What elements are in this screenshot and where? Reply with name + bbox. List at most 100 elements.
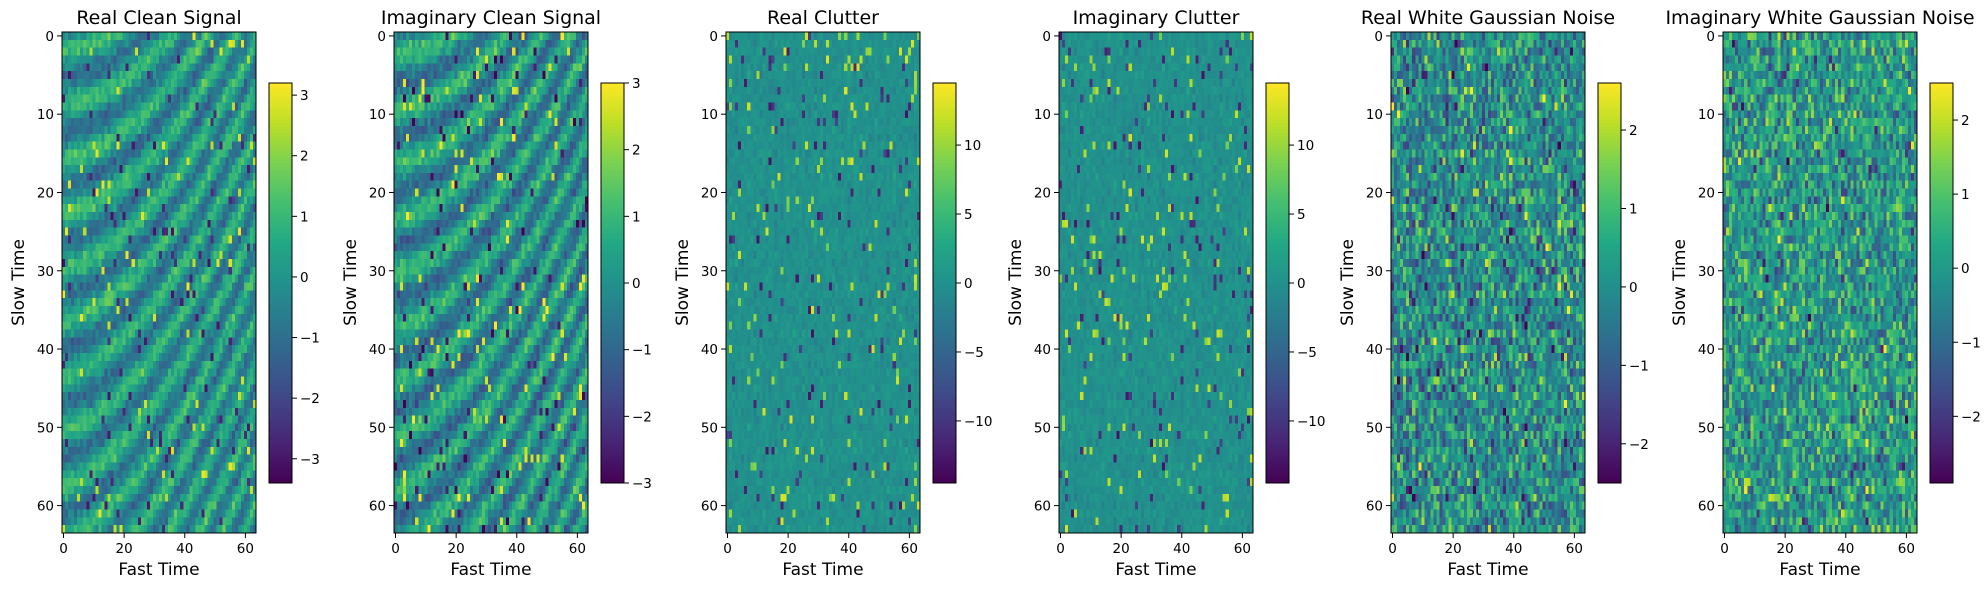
heatmap-cell bbox=[584, 71, 589, 80]
heatmap-cell bbox=[137, 196, 142, 205]
heatmap-cell bbox=[566, 39, 571, 49]
heatmap-cell bbox=[152, 32, 157, 41]
heatmap-cell bbox=[186, 345, 190, 354]
heatmap-cell bbox=[146, 149, 151, 158]
heatmap-cell bbox=[149, 282, 154, 291]
heatmap-cell bbox=[204, 305, 208, 315]
heatmap-cell bbox=[149, 462, 154, 471]
heatmap-cell bbox=[165, 110, 169, 119]
heatmap-cell bbox=[478, 55, 483, 64]
heatmap-cell bbox=[122, 259, 127, 268]
heatmap-cell bbox=[186, 47, 190, 56]
heatmap-cell bbox=[177, 525, 181, 534]
heatmap-cell bbox=[397, 63, 401, 72]
heatmap-cell bbox=[83, 290, 87, 299]
heatmap-cell bbox=[80, 102, 84, 111]
heatmap-cell bbox=[240, 282, 245, 291]
heatmap-cell bbox=[228, 282, 233, 291]
heatmap-cell bbox=[101, 110, 105, 119]
heatmap-cell bbox=[487, 78, 492, 88]
heatmap-cell bbox=[530, 86, 534, 95]
heatmap-cell bbox=[65, 407, 69, 416]
heatmap-cell bbox=[92, 165, 96, 174]
heatmap-cell bbox=[246, 337, 251, 346]
heatmap-cell bbox=[65, 102, 69, 111]
heatmap-cell bbox=[77, 235, 81, 244]
heatmap-cell bbox=[454, 47, 459, 56]
colorbar-segment bbox=[269, 323, 292, 327]
heatmap-cell bbox=[83, 141, 87, 150]
heatmap-cell bbox=[80, 392, 84, 401]
heatmap-cell bbox=[397, 39, 401, 49]
heatmap-cell bbox=[159, 392, 163, 401]
heatmap-cell bbox=[228, 110, 233, 119]
heatmap-cell bbox=[104, 71, 108, 80]
heatmap-cell bbox=[101, 165, 105, 174]
heatmap-cell bbox=[436, 47, 440, 56]
heatmap-cell bbox=[183, 172, 187, 182]
heatmap-cell bbox=[234, 423, 239, 432]
heatmap-cell bbox=[180, 352, 184, 362]
heatmap-cell bbox=[171, 39, 175, 49]
heatmap-cell bbox=[152, 39, 157, 49]
heatmap-cell bbox=[89, 125, 93, 135]
heatmap-cell bbox=[77, 94, 81, 103]
heatmap-cell bbox=[494, 71, 498, 80]
heatmap-cell bbox=[159, 235, 163, 244]
heatmap-cell bbox=[122, 94, 127, 103]
heatmap-cell bbox=[234, 501, 239, 510]
heatmap-cell bbox=[92, 235, 96, 244]
heatmap-cell bbox=[216, 196, 220, 205]
heatmap-cell bbox=[110, 196, 114, 205]
heatmap-cell bbox=[98, 133, 102, 142]
heatmap-cell bbox=[527, 47, 531, 56]
heatmap-cell bbox=[240, 376, 245, 385]
heatmap-cell bbox=[110, 329, 114, 338]
heatmap-cell bbox=[143, 313, 148, 322]
heatmap-cell bbox=[180, 493, 184, 503]
heatmap-cell bbox=[225, 212, 230, 221]
heatmap-cell bbox=[536, 94, 540, 103]
heatmap-cell bbox=[210, 446, 214, 456]
heatmap-cell bbox=[131, 392, 136, 401]
heatmap-cell bbox=[71, 39, 75, 49]
colorbar-segment bbox=[269, 229, 292, 234]
heatmap-cell bbox=[107, 431, 111, 440]
heatmap-cell bbox=[140, 180, 145, 189]
heatmap-cell bbox=[162, 501, 166, 510]
heatmap-cell bbox=[62, 407, 66, 416]
heatmap-cell bbox=[152, 407, 157, 416]
heatmap-cell bbox=[128, 235, 133, 244]
heatmap-cell bbox=[168, 86, 172, 95]
heatmap-cell bbox=[210, 376, 214, 385]
heatmap-cell bbox=[566, 78, 571, 88]
heatmap-cell bbox=[246, 149, 251, 158]
heatmap-cell bbox=[122, 399, 127, 409]
heatmap-cell bbox=[152, 478, 157, 487]
heatmap-cell bbox=[219, 94, 224, 103]
heatmap-cell bbox=[80, 329, 84, 338]
heatmap-cell bbox=[98, 63, 102, 72]
heatmap-cell bbox=[80, 376, 84, 385]
heatmap-cell bbox=[207, 329, 211, 338]
heatmap-cell bbox=[237, 360, 242, 369]
heatmap-cell bbox=[518, 39, 522, 49]
heatmap-cell bbox=[581, 94, 586, 103]
heatmap-cell bbox=[159, 188, 163, 197]
heatmap-cell bbox=[192, 368, 196, 377]
heatmap-cell bbox=[165, 345, 169, 354]
heatmap-cell bbox=[119, 313, 123, 322]
heatmap-cell bbox=[180, 94, 184, 103]
heatmap-cell bbox=[219, 407, 224, 416]
heatmap-cell bbox=[62, 321, 66, 330]
heatmap-cell bbox=[192, 439, 196, 448]
heatmap-cell bbox=[216, 290, 220, 299]
heatmap-cell bbox=[92, 509, 96, 518]
heatmap-cell bbox=[155, 63, 160, 72]
heatmap-cell bbox=[180, 415, 184, 424]
heatmap-cell bbox=[222, 439, 227, 448]
heatmap-cell bbox=[116, 55, 120, 64]
heatmap-cell bbox=[225, 141, 230, 150]
heatmap-cell bbox=[225, 102, 230, 111]
heatmap-cell bbox=[189, 212, 193, 221]
